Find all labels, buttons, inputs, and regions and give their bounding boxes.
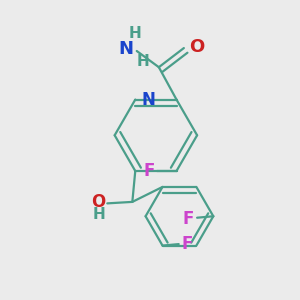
Text: F: F — [182, 235, 193, 253]
Text: F: F — [183, 210, 194, 228]
Text: N: N — [142, 91, 156, 109]
Text: F: F — [144, 162, 155, 180]
Text: H: H — [136, 54, 149, 69]
Text: O: O — [189, 38, 204, 56]
Text: N: N — [118, 40, 133, 58]
Text: H: H — [93, 207, 106, 222]
Text: H: H — [129, 26, 142, 41]
Text: O: O — [92, 194, 106, 211]
